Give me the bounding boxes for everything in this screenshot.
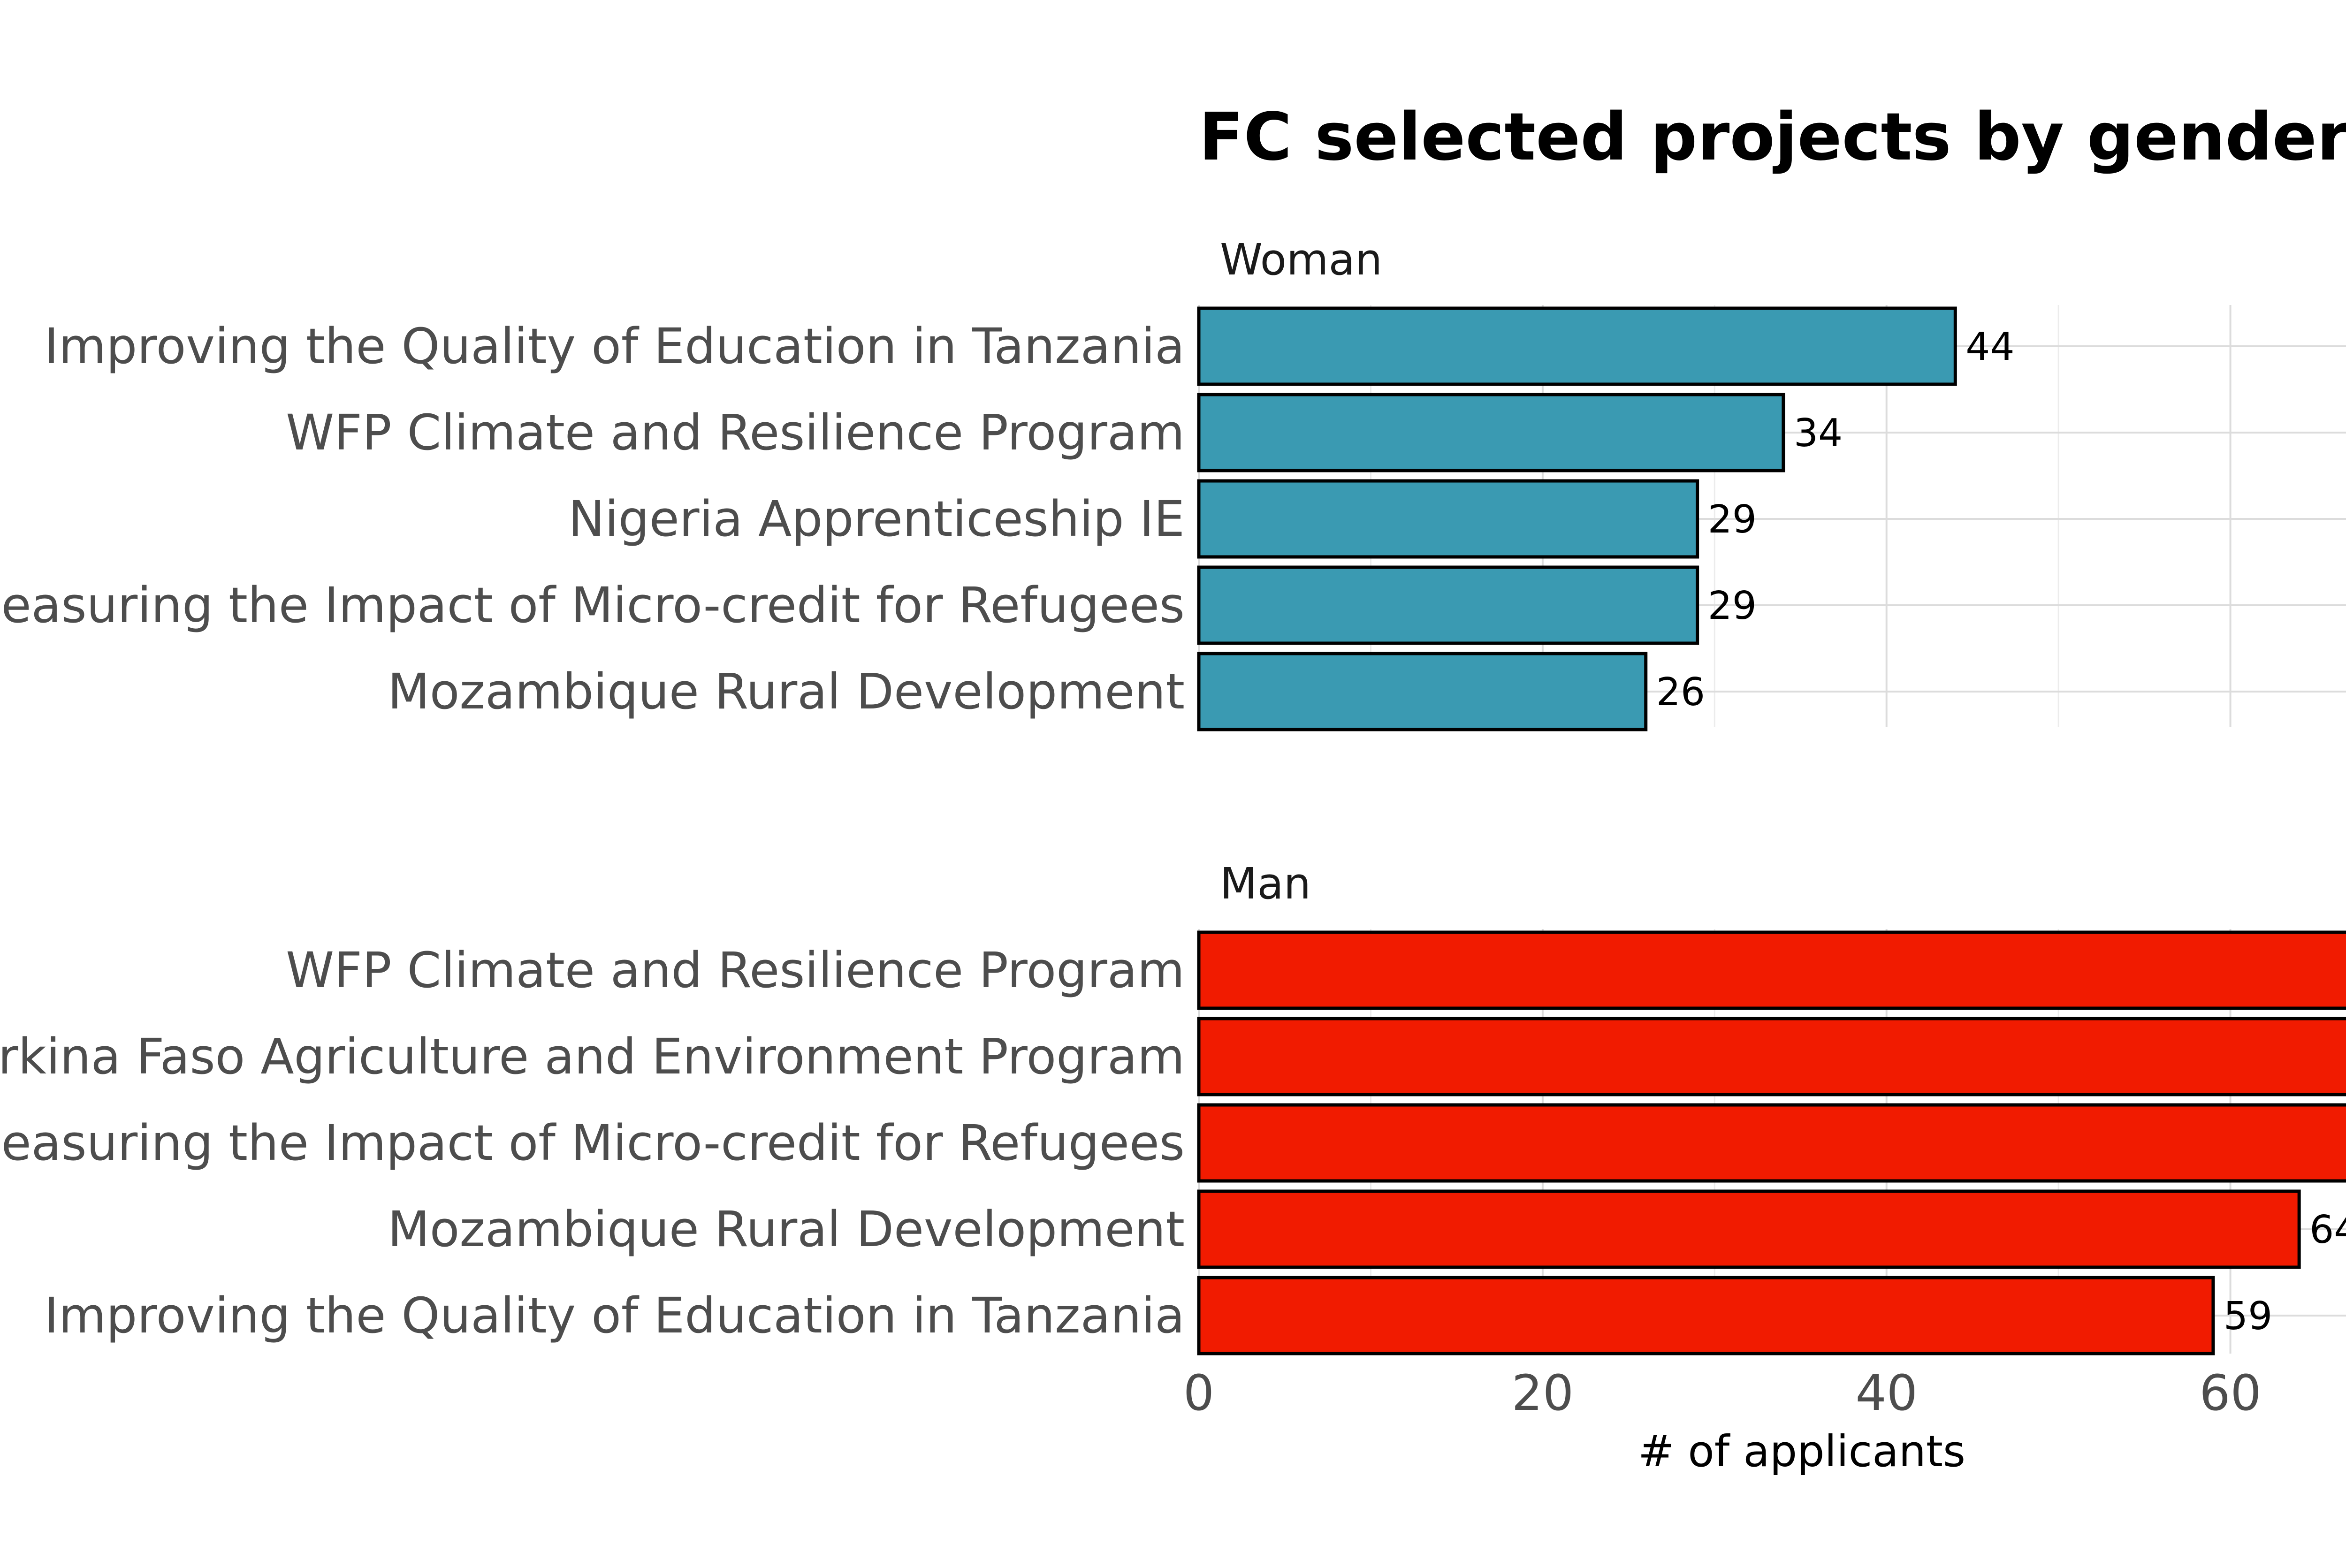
bar	[1197, 393, 1785, 472]
bar	[1197, 1017, 2346, 1096]
data-label: 26	[1656, 670, 1705, 715]
facet-label: Man	[1220, 859, 1311, 909]
data-label: 64	[2309, 1208, 2346, 1252]
bar	[1197, 930, 2346, 1010]
panel-woman: Woman 44 Improving the Quality of Educatio…	[0, 235, 2346, 731]
bar	[1197, 1103, 2346, 1183]
category-label: Measuring the Impact of Micro-credit for…	[0, 577, 1185, 634]
panel-man: Man70WFP Climate and Resilience Program6…	[0, 859, 2346, 1355]
x-axis-title: # of applicants	[1638, 1426, 1965, 1477]
category-label: Mozambique Rural Development	[388, 1201, 1185, 1258]
bar	[1197, 1189, 2301, 1269]
x-tick-label: 0	[1183, 1364, 1214, 1422]
category-label: Burkina Faso Agriculture and Environment…	[0, 1028, 1185, 1085]
bar	[1197, 306, 1957, 386]
data-label: 44	[1965, 325, 2014, 369]
bar	[1197, 652, 1648, 731]
bar	[1197, 1276, 2215, 1355]
facet-label: Woman	[1220, 235, 1382, 285]
x-tick-label: 60	[2199, 1364, 2261, 1422]
x-axis: 0 20 40 60	[1183, 1364, 2262, 1422]
category-label: Improving the Quality of Education in Ta…	[44, 1287, 1185, 1344]
bar	[1197, 479, 1699, 559]
bar	[1197, 565, 1699, 645]
chart-title: FC selected projects by gender	[1199, 99, 2346, 175]
category-label: Nigeria Apprenticeship IE	[568, 490, 1185, 548]
panels: Woman 44 Improving the Quality of Educatio…	[0, 235, 2346, 1355]
category-label: Mozambique Rural Development	[388, 663, 1185, 720]
data-label: 59	[2224, 1294, 2272, 1339]
data-label: 29	[1708, 497, 1757, 542]
category-label: WFP Climate and Resilience Program	[286, 942, 1185, 999]
category-label: Measuring the Impact of Micro-credit for…	[0, 1114, 1185, 1172]
category-label: Improving the Quality of Education in Ta…	[44, 318, 1185, 375]
x-tick-label: 40	[1856, 1364, 1918, 1422]
x-tick-label: 20	[1512, 1364, 1574, 1422]
data-label: 34	[1794, 411, 1843, 456]
category-label: WFP Climate and Resilience Program	[286, 404, 1185, 461]
data-label: 29	[1708, 584, 1757, 628]
